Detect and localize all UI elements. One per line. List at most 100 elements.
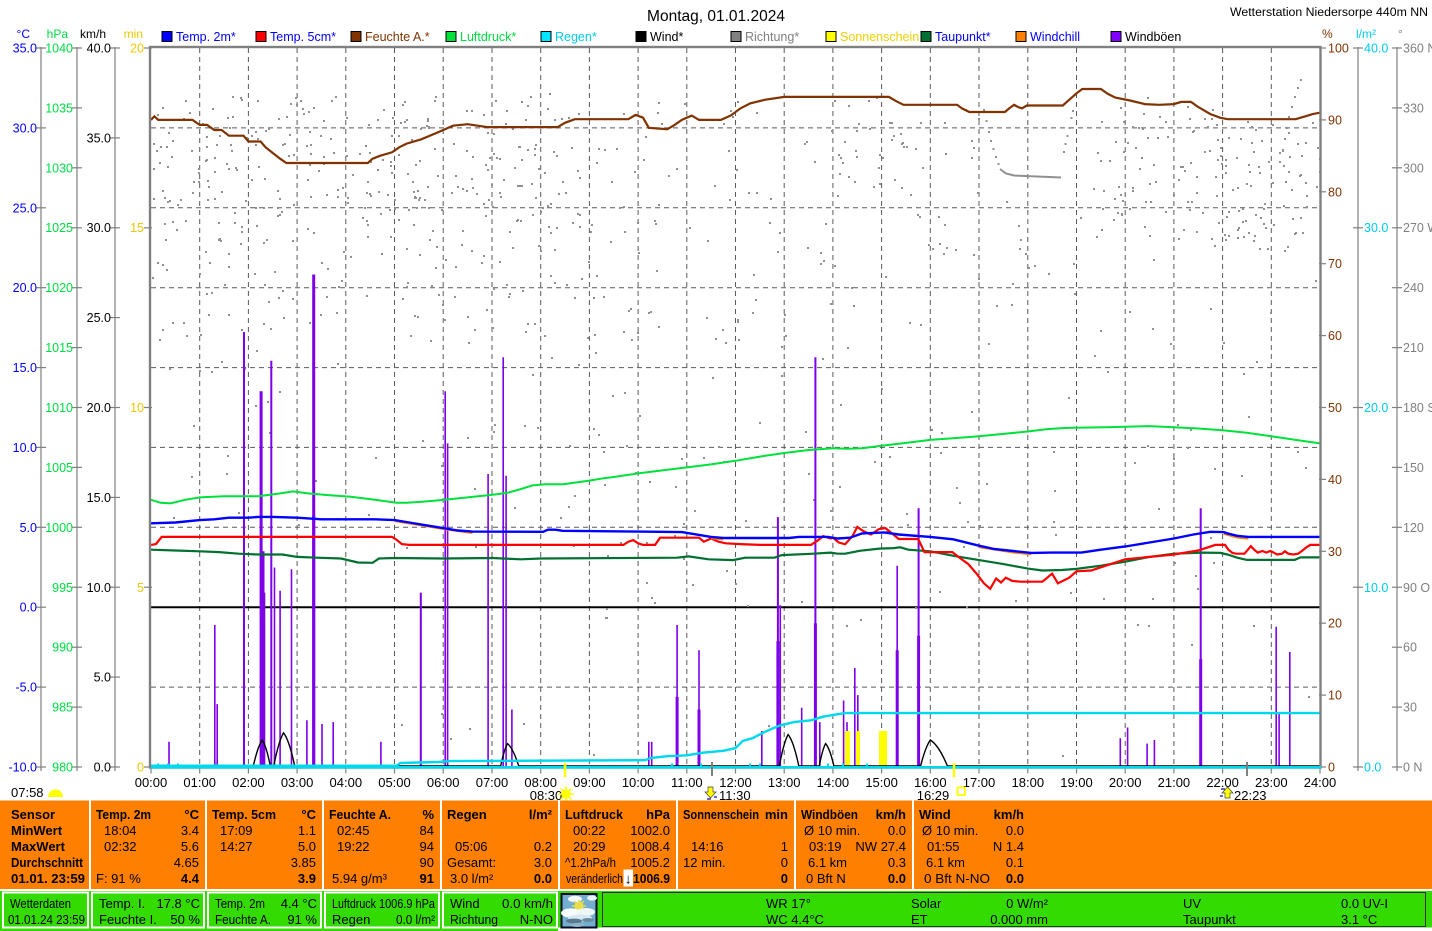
svg-text:WC 4.4°C: WC 4.4°C <box>766 912 824 927</box>
svg-text:15.0: 15.0 <box>87 491 111 505</box>
svg-text:0 W/m²: 0 W/m² <box>1006 896 1049 911</box>
svg-text:30.0: 30.0 <box>1364 221 1388 235</box>
svg-text:17:09: 17:09 <box>220 823 253 838</box>
svg-text:20.0: 20.0 <box>13 281 37 295</box>
svg-text:Ø 10 min.: Ø 10 min. <box>922 823 978 838</box>
svg-text:Regen: Regen <box>447 807 487 822</box>
svg-text:Solar: Solar <box>911 896 942 911</box>
svg-text:1030: 1030 <box>45 161 73 175</box>
svg-text:30.0: 30.0 <box>87 221 111 235</box>
svg-text:Feuchte A.*: Feuchte A.* <box>365 30 430 44</box>
svg-text:91: 91 <box>420 871 434 886</box>
svg-text:^1.2hPa/h: ^1.2hPa/h <box>565 855 616 870</box>
svg-text:0.0: 0.0 <box>1006 823 1024 838</box>
svg-text:Sonnenschein: Sonnenschein <box>840 30 919 44</box>
svg-text:0.0: 0.0 <box>1006 871 1024 886</box>
svg-text:01:00: 01:00 <box>183 775 216 790</box>
svg-text:00:00: 00:00 <box>135 775 168 790</box>
svg-text:min: min <box>765 807 788 822</box>
svg-text:10.0: 10.0 <box>87 581 111 595</box>
svg-text:Feuchte I.: Feuchte I. <box>99 912 157 927</box>
svg-text:50: 50 <box>1328 401 1342 415</box>
svg-text:N-NO: N-NO <box>520 912 553 927</box>
svg-text:UV: UV <box>1183 896 1201 911</box>
svg-text:Feuchte A.: Feuchte A. <box>329 807 391 822</box>
svg-text:19:00: 19:00 <box>1060 775 1093 790</box>
svg-text:0.0 UV-I: 0.0 UV-I <box>1341 896 1388 911</box>
svg-text:20.0: 20.0 <box>87 401 111 415</box>
svg-text:0.0: 0.0 <box>94 761 111 775</box>
svg-text:Temp. 5cm*: Temp. 5cm* <box>270 30 336 44</box>
svg-text:0.0: 0.0 <box>20 601 37 615</box>
svg-text:°: ° <box>1398 27 1403 41</box>
svg-text:14:00: 14:00 <box>817 775 850 790</box>
svg-text:24:00: 24:00 <box>1304 775 1337 790</box>
svg-text:5.0: 5.0 <box>94 671 111 685</box>
svg-text:0.0: 0.0 <box>534 871 552 886</box>
svg-text:WR 17°: WR 17° <box>766 896 811 911</box>
svg-text:08:30: 08:30 <box>530 788 563 803</box>
svg-text:Luftdruck*: Luftdruck* <box>460 30 516 44</box>
svg-text:35.0: 35.0 <box>13 42 37 56</box>
svg-text:min: min <box>124 27 143 41</box>
svg-text:0: 0 <box>781 855 788 870</box>
svg-text:30.0: 30.0 <box>13 121 37 135</box>
svg-text:Windböen: Windböen <box>801 807 858 822</box>
svg-text:25.0: 25.0 <box>13 201 37 215</box>
svg-text:Gesamt:: Gesamt: <box>447 855 496 870</box>
svg-text:1010: 1010 <box>45 401 73 415</box>
svg-text:ET: ET <box>911 912 928 927</box>
svg-text:02:45: 02:45 <box>337 823 370 838</box>
svg-text:Taupunkt: Taupunkt <box>1183 912 1236 927</box>
svg-text:Regen*: Regen* <box>555 30 597 44</box>
svg-text:40.0: 40.0 <box>1364 42 1388 56</box>
svg-text:18:00: 18:00 <box>1012 775 1045 790</box>
svg-text:84: 84 <box>420 823 434 838</box>
svg-text:5: 5 <box>137 581 144 595</box>
svg-text:360 N: 360 N <box>1403 42 1432 56</box>
svg-text:07:58: 07:58 <box>11 785 44 800</box>
svg-text:330: 330 <box>1403 101 1424 115</box>
svg-text:17.8 °C: 17.8 °C <box>156 896 200 911</box>
svg-text:0.1: 0.1 <box>1006 855 1024 870</box>
svg-text:35.0: 35.0 <box>87 131 111 145</box>
svg-text:12:00: 12:00 <box>719 775 752 790</box>
svg-text:12 min.: 12 min. <box>683 855 726 870</box>
svg-text:240: 240 <box>1403 281 1424 295</box>
svg-text:180 S: 180 S <box>1403 401 1432 415</box>
svg-text:Feuchte A.: Feuchte A. <box>215 912 271 927</box>
svg-text:-5.0: -5.0 <box>15 681 37 695</box>
svg-text:18:04: 18:04 <box>104 823 137 838</box>
svg-text:Wind*: Wind* <box>650 30 683 44</box>
svg-text:Temp. 2m: Temp. 2m <box>215 896 265 911</box>
svg-text:03:00: 03:00 <box>281 775 314 790</box>
svg-text:0: 0 <box>137 761 144 775</box>
svg-text:3.1 °C: 3.1 °C <box>1341 912 1377 927</box>
svg-text:10: 10 <box>130 401 144 415</box>
svg-text:05:06: 05:06 <box>455 839 488 854</box>
svg-text:40.0: 40.0 <box>87 42 111 56</box>
svg-text:5.0: 5.0 <box>298 839 316 854</box>
svg-text:Richtung: Richtung <box>450 912 498 927</box>
svg-text:Ø 10 min.: Ø 10 min. <box>804 823 860 838</box>
svg-text:150: 150 <box>1403 461 1424 475</box>
svg-text:3.85: 3.85 <box>291 855 316 870</box>
svg-text:60: 60 <box>1328 329 1342 343</box>
svg-text:1000: 1000 <box>45 521 73 535</box>
svg-text:1035: 1035 <box>45 101 73 115</box>
svg-text:16:29: 16:29 <box>917 788 950 803</box>
svg-text:Luftdruck: Luftdruck <box>332 896 376 911</box>
svg-text:11:30: 11:30 <box>719 788 751 803</box>
svg-text:6.1 km: 6.1 km <box>808 855 847 870</box>
svg-text:l/m²: l/m² <box>529 807 553 822</box>
svg-text:16:00: 16:00 <box>914 775 947 790</box>
svg-text:Luftdruck: Luftdruck <box>565 807 624 822</box>
svg-text:210: 210 <box>1403 341 1424 355</box>
svg-text:30: 30 <box>1328 545 1342 559</box>
svg-text:N 1.4: N 1.4 <box>993 839 1024 854</box>
svg-text:-10.0: -10.0 <box>9 761 38 775</box>
svg-text:Temp. 2m: Temp. 2m <box>96 807 151 822</box>
svg-text:Sonnenschein: Sonnenschein <box>683 807 759 822</box>
svg-text:91 %: 91 % <box>287 912 317 927</box>
svg-text:veränderlich: veränderlich <box>566 871 623 886</box>
